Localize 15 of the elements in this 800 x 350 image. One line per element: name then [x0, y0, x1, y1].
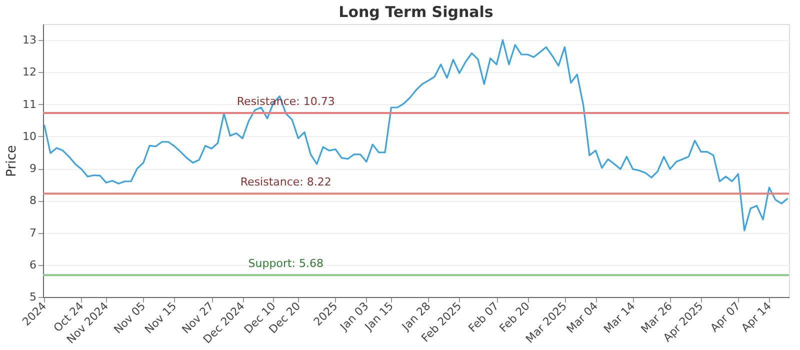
chart-title: Long Term Signals: [338, 3, 494, 21]
ref-line-label: Support: 5.68: [248, 257, 324, 270]
line-series: [43, 39, 789, 232]
y-tick-label: 13: [22, 34, 36, 47]
y-tick-label: 9: [30, 162, 36, 176]
y-tick-label: 12: [22, 66, 36, 79]
ref-line-label: Resistance: 8.22: [240, 176, 332, 189]
y-tick-label: 7: [30, 226, 36, 240]
x-tick-label: Mar 14: [601, 300, 638, 336]
y-tick-label: 10: [22, 130, 36, 143]
y-tick-label: 8: [30, 194, 36, 208]
y-axis-title: Price: [4, 145, 20, 177]
y-tick-label: 5: [30, 290, 36, 304]
y-tick-label: 11: [22, 98, 36, 111]
y-tick-label: 6: [30, 258, 36, 272]
